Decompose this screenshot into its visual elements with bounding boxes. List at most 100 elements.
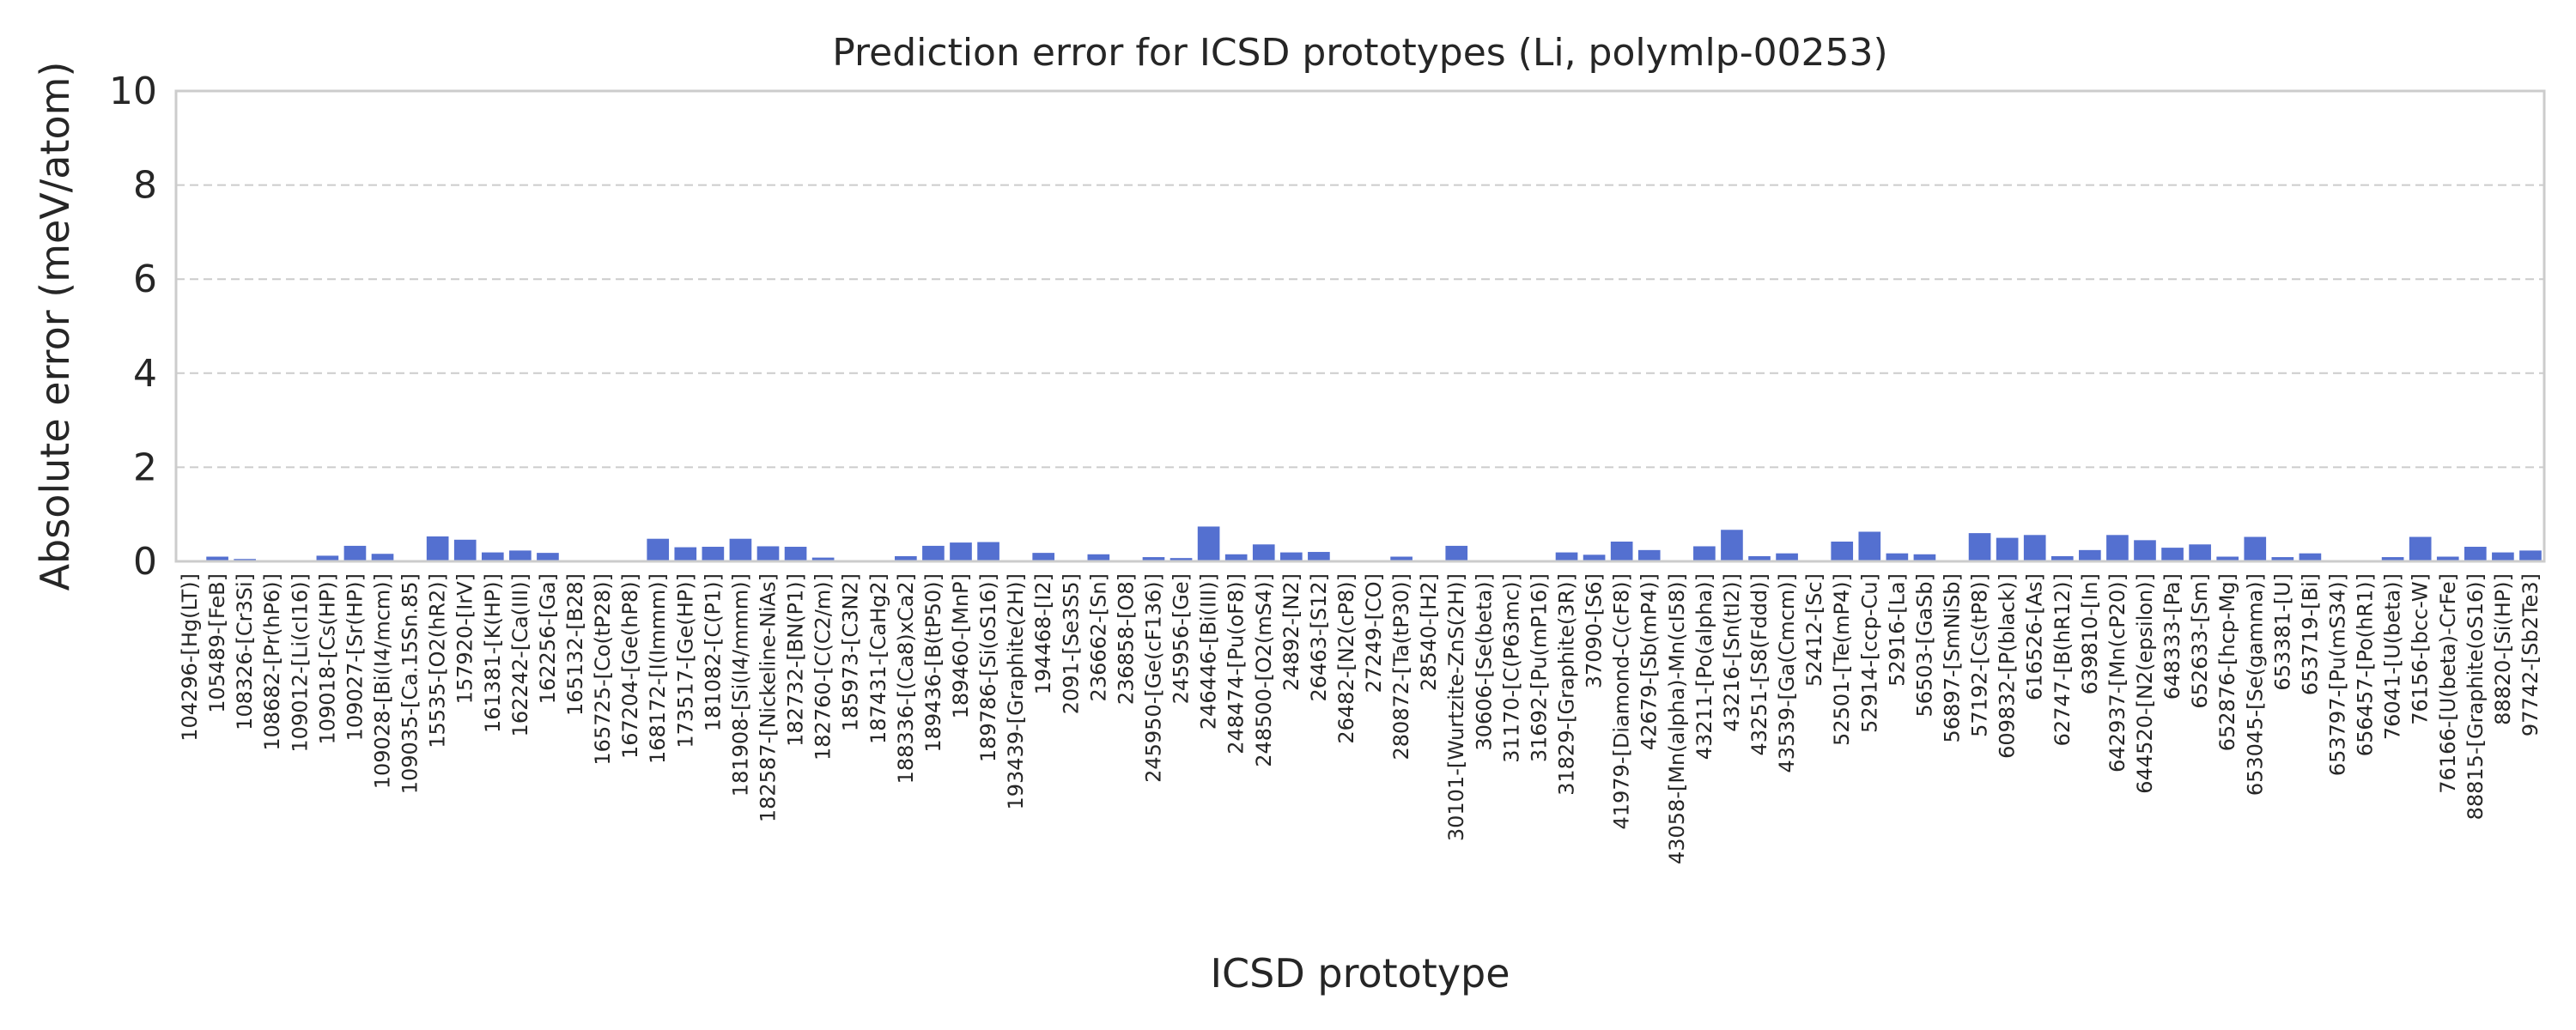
- bar: [977, 542, 999, 561]
- x-tick-label: 653381-[U]: [2270, 573, 2294, 691]
- x-tick-label: 62747-[B(hR12)]: [2050, 573, 2075, 746]
- x-tick-label: 30606-[Se(beta)]: [1472, 573, 1496, 751]
- x-tick-label: 245956-[Ge]: [1170, 573, 1194, 704]
- x-tick-label: 109035-[Ca.15Sn.85]: [398, 573, 422, 794]
- x-tick-label: 52412-[Sc]: [1802, 573, 1826, 687]
- bar: [509, 550, 532, 561]
- x-tick-label: 162256-[Ga]: [536, 573, 560, 704]
- bar: [2271, 557, 2294, 561]
- bar: [1032, 553, 1055, 561]
- x-tick-label: 56897-[SmNiSb]: [1941, 573, 1965, 742]
- bar: [2519, 550, 2542, 561]
- x-tick-label: 616526-[As]: [2023, 573, 2047, 700]
- bar: [2189, 544, 2211, 561]
- x-tick-label: 182760-[C(C2/m)]: [811, 573, 835, 760]
- bar: [1197, 526, 1220, 561]
- x-tick-label: 182587-[Nickeline-NiAs]: [756, 573, 781, 822]
- bar: [2409, 536, 2432, 561]
- bar: [1279, 552, 1303, 561]
- bar: [2134, 540, 2156, 561]
- bar: [1637, 549, 1661, 561]
- y-tick-labels: 0 2 4 6 8 10: [109, 70, 157, 584]
- x-tick-label: 41979-[Diamond-C(cF8)]: [1610, 573, 1634, 830]
- bar: [2079, 549, 2101, 561]
- x-tick-label: 181082-[C(P1)]: [701, 573, 725, 731]
- x-tick-label: 26482-[N2(cP8)]: [1334, 573, 1358, 744]
- y-tick-label: 6: [133, 258, 157, 301]
- bar: [729, 538, 752, 561]
- x-tick-label: 104296-[Hg(LT)]: [178, 573, 202, 742]
- bar: [1445, 545, 1468, 561]
- x-tick-label: 43058-[Mn(alpha)-Mn(cI58)]: [1665, 573, 1689, 864]
- bar: [1610, 541, 1633, 561]
- x-tick-label: 28540-[H2]: [1417, 573, 1441, 691]
- x-tick-label: 42679-[Sb(mP4)]: [1637, 573, 1662, 750]
- bar: [343, 545, 367, 561]
- bar: [756, 546, 780, 561]
- x-tick-label: 189786-[Si(oS16)]: [976, 573, 1000, 762]
- x-tick-label: 162242-[Ca(III)]: [508, 573, 532, 736]
- bar: [2244, 536, 2267, 561]
- bar: [2161, 548, 2184, 561]
- bar: [2050, 555, 2074, 561]
- bar: [1693, 546, 1716, 561]
- x-tick-labels: 104296-[Hg(LT)] 105489-[FeB] 108326-[Cr3Si…: [178, 573, 2543, 864]
- x-tick-label: 656457-[Po(hR1)]: [2354, 573, 2378, 756]
- x-tick-label: 639810-[In]: [2078, 573, 2102, 694]
- x-tick-label: 43539-[Ga(Cmcm)]: [1775, 573, 1799, 772]
- bar: [2436, 556, 2459, 561]
- bar: [426, 536, 449, 561]
- bar: [1748, 555, 1771, 561]
- bar: [1858, 531, 1881, 561]
- bar: [481, 552, 504, 561]
- x-tick-label: 27249-[CO]: [1362, 573, 1386, 693]
- plot-frame: [174, 89, 2546, 563]
- y-tick-label: 10: [109, 70, 157, 113]
- x-tick-label: 26463-[S12]: [1307, 573, 1331, 702]
- x-tick-label: 182732-[BN(P1)]: [784, 573, 808, 747]
- x-tick-label: 246446-[Bi(III)]: [1197, 573, 1221, 730]
- x-tick-label: 193439-[Graphite(2H)]: [1004, 573, 1028, 810]
- bar: [1886, 553, 1909, 561]
- x-tick-label: 644520-[N2(epsilon)]: [2133, 573, 2157, 794]
- x-tick-label: 642937-[Mn(cP20)]: [2105, 573, 2129, 772]
- x-tick-label: 43216-[Sn(tI2)]: [1720, 573, 1744, 732]
- bar: [895, 555, 917, 561]
- bar: [1308, 552, 1330, 561]
- bars: [206, 526, 2542, 561]
- x-tick-label: 76156-[bcc-W]: [2409, 573, 2433, 725]
- x-tick-label: 653719-[Bi]: [2298, 573, 2322, 695]
- x-tick-label: 189436-[B(tP50)]: [921, 573, 945, 753]
- bar: [1142, 557, 1165, 561]
- x-tick-label: 109027-[Sr(HP)]: [343, 573, 367, 741]
- x-tick-label: 30101-[Wurtzite-ZnS(2H)]: [1444, 573, 1468, 841]
- x-tick-label: 653045-[Se(gamma)]: [2243, 573, 2267, 796]
- bar: [1555, 552, 1578, 561]
- x-tick-label: 97742-[Sb2Te3]: [2518, 573, 2543, 736]
- x-tick-label: 43211-[Po(alpha)]: [1692, 573, 1716, 760]
- x-tick-label: 76041-[U(beta)]: [2381, 573, 2405, 740]
- bar: [1390, 556, 1413, 561]
- bar: [1831, 541, 1854, 561]
- bar: [702, 547, 725, 561]
- bar: [1252, 544, 1275, 561]
- x-tick-label: 236662-[Sn]: [1086, 573, 1110, 701]
- y-axis-label: Absolute error (meV/atom): [32, 62, 78, 591]
- x-tick-label: 652633-[Sm]: [2188, 573, 2212, 709]
- y-tick-label: 0: [133, 540, 157, 584]
- x-tick-label: 57192-[Cs(tP8)]: [1968, 573, 1992, 737]
- bar: [2299, 553, 2322, 561]
- x-tick-label: 31170-[C(P63mc)]: [1499, 573, 1523, 763]
- x-tick-label: 37090-[S6]: [1583, 573, 1607, 688]
- x-tick-label: 653797-[Pu(mS34)]: [2325, 573, 2349, 776]
- bar: [1968, 533, 1991, 561]
- bar: [1913, 554, 1936, 561]
- x-tick-label: 236858-[O8]: [1114, 573, 1138, 705]
- bar: [371, 554, 394, 561]
- bar: [1996, 537, 2019, 561]
- x-tick-label: 56503-[GaSb]: [1912, 573, 1936, 718]
- x-tick-label: 76166-[U(beta)-CrFe]: [2436, 573, 2460, 794]
- bar: [1170, 558, 1193, 561]
- bar: [2106, 535, 2129, 561]
